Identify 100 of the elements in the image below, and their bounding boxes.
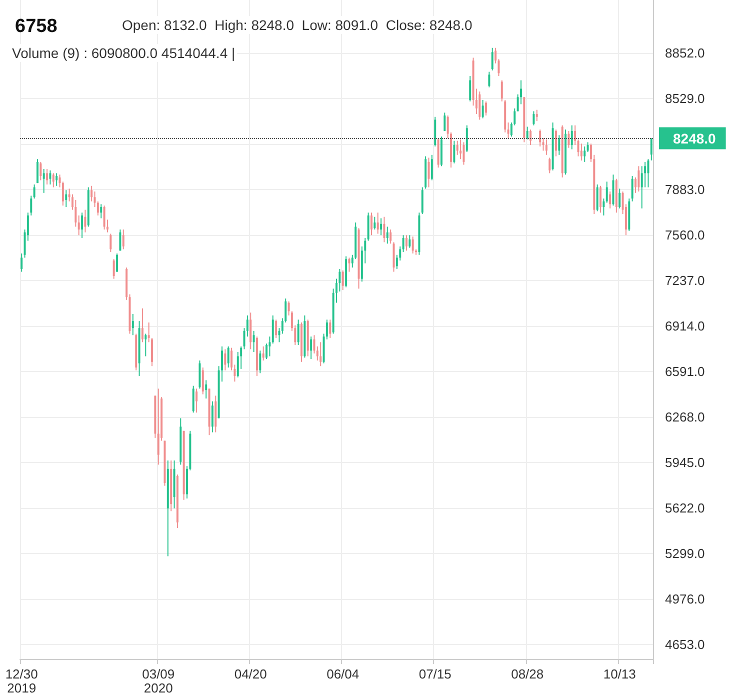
y-tick-label: 5945.0 bbox=[665, 455, 705, 470]
candlestick bbox=[342, 270, 344, 291]
candlestick bbox=[329, 319, 332, 338]
candlestick bbox=[469, 76, 472, 102]
x-tick-label: 04/20 bbox=[234, 666, 267, 682]
candlestick bbox=[112, 258, 115, 280]
candlestick bbox=[36, 158, 38, 184]
candlestick bbox=[383, 216, 386, 243]
candlestick bbox=[262, 346, 264, 361]
text: 6758 bbox=[15, 16, 58, 37]
candlestick bbox=[548, 157, 551, 174]
candlestick bbox=[478, 91, 481, 120]
candlestick bbox=[444, 112, 446, 132]
candlestick bbox=[202, 367, 204, 395]
candlestick bbox=[52, 172, 54, 188]
candlestick bbox=[103, 205, 106, 230]
candlestick bbox=[278, 328, 280, 343]
candlestick bbox=[602, 198, 605, 216]
candlestick bbox=[198, 360, 201, 390]
candlestick bbox=[596, 184, 598, 212]
candlestick bbox=[211, 400, 214, 433]
candlestick bbox=[530, 129, 532, 146]
candlestick bbox=[606, 181, 608, 204]
y-tick-label: 7883.0 bbox=[665, 182, 705, 198]
candlestick bbox=[268, 336, 271, 357]
candlestick bbox=[545, 138, 548, 156]
candlestick bbox=[392, 242, 395, 272]
candlestick bbox=[554, 129, 557, 157]
candlestick bbox=[310, 336, 312, 360]
candlestick bbox=[116, 252, 118, 272]
candlestick bbox=[30, 195, 32, 216]
candlestick bbox=[227, 346, 230, 368]
candlestick bbox=[390, 229, 392, 244]
y-tick-label: 8529.0 bbox=[665, 91, 705, 106]
candlestick bbox=[568, 130, 570, 148]
candlestick bbox=[370, 212, 372, 236]
candlestick bbox=[532, 110, 535, 126]
candlestick bbox=[539, 129, 542, 147]
candlestick bbox=[456, 140, 458, 156]
ref-line-label: 8248.0 bbox=[673, 130, 716, 146]
candlestick bbox=[570, 124, 573, 150]
candlestick bbox=[612, 174, 614, 206]
candlestick bbox=[348, 257, 350, 272]
candlestick bbox=[110, 233, 112, 253]
candlestick bbox=[453, 140, 456, 164]
candlestick bbox=[376, 212, 379, 234]
x-tick-label: 07/15 bbox=[418, 666, 452, 682]
candlestick bbox=[81, 212, 84, 238]
x-tick-label: 12/30 2019 bbox=[5, 666, 38, 695]
candlestick bbox=[380, 218, 382, 236]
annotation: Open: 8132.0 High: 8248.0 Low: 8091.0 Close: 8248.0 bbox=[122, 17, 472, 33]
candlestick bbox=[65, 190, 68, 208]
candlestick bbox=[618, 188, 621, 209]
candlestick bbox=[488, 71, 490, 88]
candlestick bbox=[485, 100, 488, 116]
candlestick bbox=[250, 312, 252, 350]
y-tick-label: 7237.0 bbox=[665, 273, 705, 288]
candlestick bbox=[430, 154, 433, 181]
candlestick bbox=[462, 142, 465, 166]
x-tick-label: 08/28 bbox=[511, 666, 544, 682]
y-tick-label: 5299.0 bbox=[665, 546, 705, 562]
candlestick bbox=[122, 229, 124, 250]
candlestick bbox=[196, 388, 198, 414]
candlestick bbox=[507, 122, 510, 138]
candlestick bbox=[205, 380, 208, 399]
candlestick bbox=[20, 252, 23, 272]
candlestick bbox=[460, 138, 462, 160]
candlestick bbox=[367, 212, 370, 242]
candlestick bbox=[313, 334, 316, 354]
candlestick bbox=[491, 47, 494, 71]
candlestick bbox=[609, 191, 612, 209]
candlestick bbox=[49, 170, 52, 185]
candlestick bbox=[90, 185, 93, 202]
candlestick bbox=[600, 185, 602, 214]
y-tick-label: 6914.0 bbox=[665, 318, 705, 334]
y-tick-label: 6268.0 bbox=[665, 410, 705, 425]
candlestick bbox=[526, 126, 528, 140]
candlestick bbox=[428, 157, 430, 188]
candlestick bbox=[42, 168, 45, 194]
candlestick bbox=[374, 216, 376, 230]
y-tick-label: 7560.0 bbox=[665, 228, 705, 243]
candlestick bbox=[320, 342, 322, 367]
candlestick bbox=[297, 319, 300, 346]
candlestick bbox=[405, 234, 408, 252]
candlestick bbox=[638, 166, 640, 192]
y-tick-label: 8852.0 bbox=[665, 46, 705, 61]
candlestick bbox=[482, 99, 484, 119]
candlestick bbox=[386, 226, 388, 244]
candlestick bbox=[56, 172, 58, 186]
y-tick-label: 6591.0 bbox=[665, 364, 705, 380]
candlestick bbox=[84, 209, 86, 233]
candlestick bbox=[157, 388, 160, 466]
candlestick bbox=[412, 236, 414, 254]
candlestick bbox=[259, 350, 262, 374]
candlestick bbox=[40, 161, 42, 181]
y-tick-label: 4976.0 bbox=[665, 592, 705, 607]
y-tick-label: 4653.0 bbox=[665, 636, 705, 652]
candlestick bbox=[141, 308, 144, 343]
candlestick bbox=[144, 333, 147, 357]
candlestick bbox=[46, 168, 48, 185]
